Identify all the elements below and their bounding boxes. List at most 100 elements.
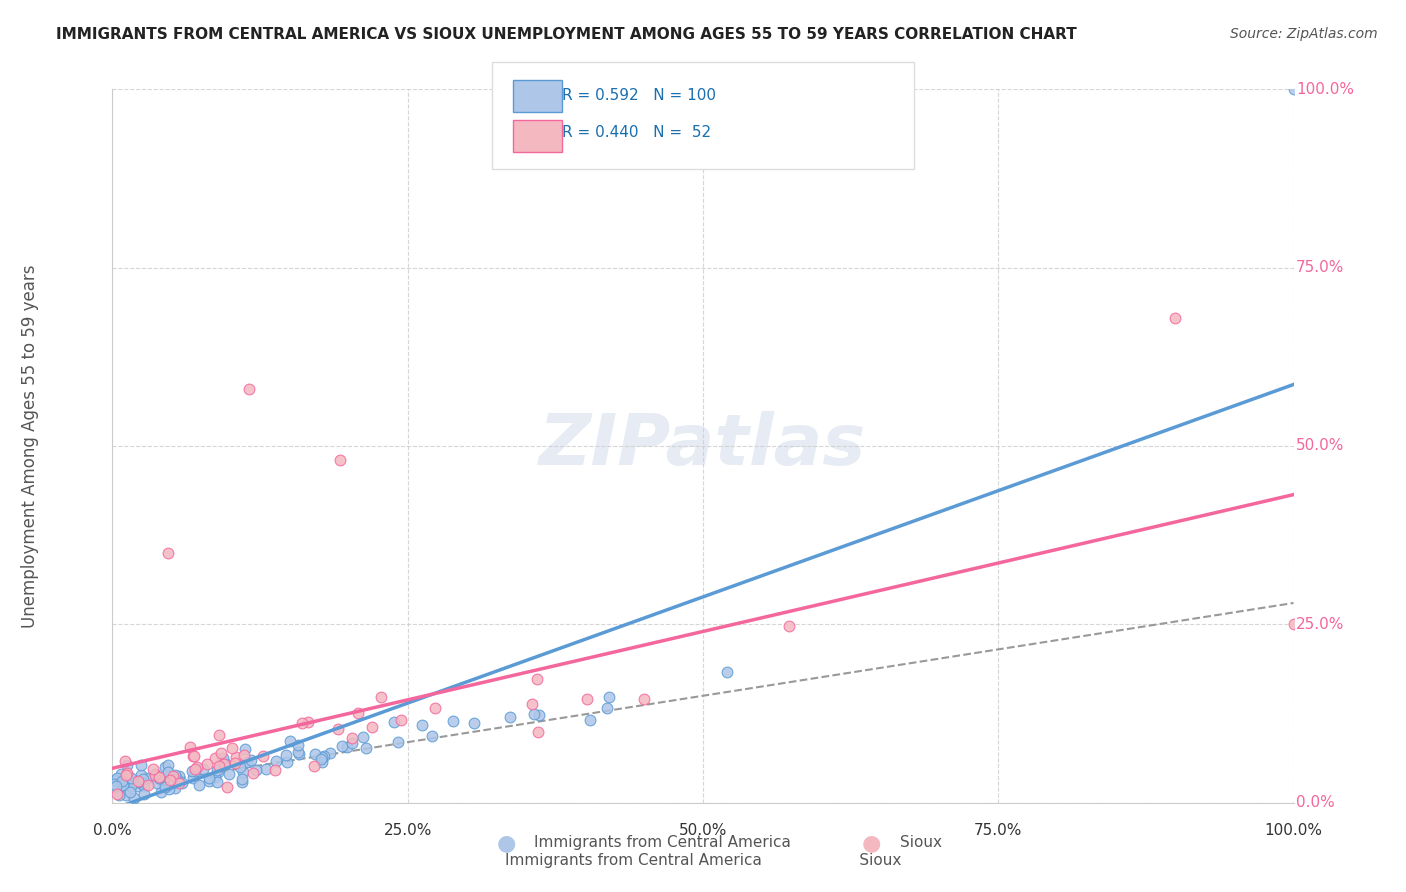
Point bbox=[370, 690, 392, 704]
Point bbox=[526, 672, 548, 686]
Text: 75.0%: 75.0% bbox=[974, 822, 1022, 838]
Point bbox=[204, 751, 226, 765]
Point bbox=[463, 716, 485, 731]
Point bbox=[420, 729, 443, 743]
Point bbox=[142, 762, 165, 776]
Point bbox=[302, 759, 325, 773]
Point bbox=[224, 756, 246, 771]
Point bbox=[520, 698, 543, 712]
Point bbox=[208, 759, 231, 773]
Point bbox=[163, 780, 186, 795]
Point bbox=[107, 771, 129, 785]
Point bbox=[311, 750, 333, 764]
Point bbox=[125, 774, 148, 789]
Point bbox=[208, 728, 231, 742]
Point bbox=[148, 771, 170, 785]
Point bbox=[167, 769, 190, 783]
Point bbox=[232, 748, 254, 763]
Point bbox=[233, 741, 256, 756]
Point bbox=[352, 730, 374, 744]
Point bbox=[198, 774, 221, 789]
Point bbox=[575, 692, 598, 706]
Point bbox=[205, 775, 228, 789]
Point bbox=[156, 546, 179, 560]
Point bbox=[120, 771, 142, 785]
Point bbox=[108, 789, 131, 803]
Point bbox=[326, 722, 349, 736]
Point bbox=[527, 724, 550, 739]
Point bbox=[441, 714, 464, 729]
Point bbox=[1282, 82, 1305, 96]
Point bbox=[132, 772, 155, 786]
Point bbox=[162, 769, 184, 783]
Point bbox=[105, 787, 128, 801]
Point bbox=[155, 760, 177, 774]
Point bbox=[148, 771, 170, 785]
Point bbox=[716, 665, 738, 679]
Point bbox=[347, 706, 370, 721]
Point bbox=[132, 779, 155, 793]
Point bbox=[114, 768, 136, 782]
Point bbox=[153, 778, 176, 792]
Text: Sioux: Sioux bbox=[900, 836, 942, 850]
Point bbox=[579, 713, 602, 727]
Text: 100.0%: 100.0% bbox=[1296, 82, 1354, 96]
Point bbox=[235, 755, 257, 769]
Point bbox=[111, 774, 134, 789]
Point bbox=[231, 775, 253, 789]
Point bbox=[125, 779, 148, 793]
Point bbox=[340, 736, 363, 750]
Point bbox=[389, 713, 412, 727]
Point bbox=[103, 777, 125, 791]
Point bbox=[167, 776, 190, 790]
Point bbox=[336, 739, 359, 754]
Point bbox=[127, 774, 149, 789]
Point bbox=[136, 778, 159, 792]
Point bbox=[225, 750, 247, 764]
Point bbox=[387, 735, 409, 749]
Point bbox=[228, 760, 250, 774]
Point bbox=[204, 770, 226, 784]
Point bbox=[245, 763, 267, 777]
Point bbox=[157, 764, 180, 779]
Point bbox=[330, 739, 353, 753]
Text: 50.0%: 50.0% bbox=[1296, 439, 1344, 453]
Point bbox=[183, 764, 205, 779]
Text: Source: ZipAtlas.com: Source: ZipAtlas.com bbox=[1230, 27, 1378, 41]
Point bbox=[214, 756, 236, 771]
Point bbox=[198, 771, 221, 785]
Point bbox=[165, 768, 187, 782]
Point bbox=[382, 715, 405, 730]
Point bbox=[191, 762, 214, 776]
Point bbox=[288, 747, 311, 762]
Point bbox=[118, 784, 141, 798]
Point bbox=[159, 781, 181, 796]
Point bbox=[297, 714, 319, 729]
Point bbox=[131, 757, 153, 772]
Point bbox=[112, 778, 135, 792]
Point bbox=[276, 748, 298, 763]
Point bbox=[423, 700, 446, 714]
Point bbox=[254, 762, 277, 776]
Point bbox=[153, 772, 176, 786]
Text: 0.0%: 0.0% bbox=[93, 822, 132, 838]
Point bbox=[1282, 617, 1305, 632]
Point bbox=[231, 772, 253, 786]
Point bbox=[112, 777, 135, 791]
Point bbox=[340, 731, 363, 745]
Point bbox=[1164, 310, 1187, 325]
Point bbox=[207, 765, 229, 780]
Point bbox=[287, 739, 309, 753]
Point bbox=[180, 764, 202, 779]
Point bbox=[128, 775, 150, 789]
Point bbox=[122, 791, 145, 805]
Point bbox=[187, 778, 209, 792]
Point bbox=[499, 709, 522, 723]
Point bbox=[778, 619, 800, 633]
Text: Immigrants from Central America                    Sioux: Immigrants from Central America Sioux bbox=[505, 853, 901, 868]
Point bbox=[135, 771, 157, 785]
Text: IMMIGRANTS FROM CENTRAL AMERICA VS SIOUX UNEMPLOYMENT AMONG AGES 55 TO 59 YEARS : IMMIGRANTS FROM CENTRAL AMERICA VS SIOUX… bbox=[56, 27, 1077, 42]
Point bbox=[232, 765, 254, 780]
Text: 100.0%: 100.0% bbox=[1264, 822, 1323, 838]
Point bbox=[114, 789, 136, 803]
